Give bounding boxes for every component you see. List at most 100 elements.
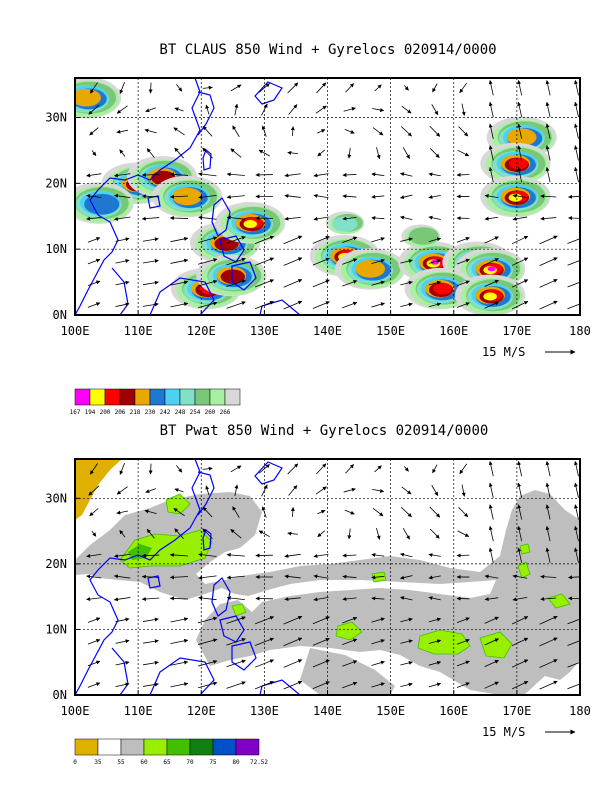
wind-vector	[143, 684, 158, 687]
wind-vector	[288, 464, 298, 474]
cloud-contour	[509, 194, 523, 202]
wind-vector	[429, 174, 441, 176]
colorbar-swatch	[165, 389, 180, 405]
wind-vector	[575, 483, 578, 498]
wind-vector	[288, 533, 298, 534]
wind-vector	[146, 489, 156, 493]
wind-vector	[90, 128, 99, 135]
wind-vector	[262, 104, 268, 115]
colorbar-swatch	[195, 389, 210, 405]
colorbar-label: 80	[232, 759, 240, 766]
wind-vector	[143, 662, 158, 665]
wind-vector	[284, 681, 302, 689]
colorbar-label: 254	[190, 409, 201, 416]
x-tick-label: 120E	[187, 704, 216, 718]
wind-vector	[88, 661, 100, 666]
wind-vector	[203, 468, 213, 469]
colorbar-label: 75	[209, 759, 217, 766]
colorbar-label: 65	[163, 759, 171, 766]
wind-vector	[88, 303, 100, 308]
wind-vector	[568, 236, 587, 243]
colorbar-swatch	[167, 739, 190, 755]
coastline-newguinea	[260, 300, 300, 315]
wind-vector	[349, 529, 350, 539]
x-tick-label: 130E	[250, 324, 279, 338]
colorbar-label: 72.52	[250, 759, 268, 766]
wind-vector	[401, 507, 411, 517]
colorbar-label: 167	[70, 409, 81, 416]
wind-vector	[175, 108, 184, 111]
wind-vector	[231, 149, 242, 158]
wind-vector	[143, 304, 158, 307]
wind-vector	[400, 554, 412, 557]
wind-vector	[568, 196, 585, 197]
wind-vector	[462, 485, 464, 497]
wind-vector	[490, 102, 493, 117]
x-tick-label: 170E	[502, 704, 531, 718]
wind-vector	[317, 510, 325, 514]
wind-vector	[343, 196, 357, 197]
wind-vector	[289, 105, 297, 115]
wind-vector	[371, 303, 384, 307]
wind-vector	[432, 485, 438, 495]
wind-vector	[430, 148, 439, 157]
wind-vector	[87, 598, 102, 600]
wind-vector	[433, 465, 438, 473]
wind-vector	[116, 662, 130, 665]
wind-vector	[292, 127, 293, 136]
wind-vector	[372, 174, 385, 176]
wind-vector	[120, 82, 124, 93]
x-tick-label: 150E	[376, 704, 405, 718]
cloud-contour	[488, 267, 496, 272]
wind-vector	[342, 302, 357, 307]
colorbar-swatch	[135, 389, 150, 405]
wind-vector	[345, 83, 353, 92]
wind-vector	[114, 597, 130, 599]
wind-vector	[343, 174, 357, 175]
x-tick-label: 100E	[61, 704, 90, 718]
wind-vector	[540, 301, 558, 309]
wind-vector	[430, 126, 440, 136]
wind-vector	[372, 555, 385, 557]
wind-vector	[513, 217, 527, 220]
wind-vector	[568, 280, 587, 287]
wind-vector	[349, 148, 350, 158]
x-tick-label: 180	[569, 324, 591, 338]
wind-vector	[373, 128, 383, 136]
cloud-contour	[409, 227, 439, 245]
wind-vector	[88, 259, 100, 264]
wind-vector	[314, 174, 329, 176]
wind-vector	[170, 619, 187, 622]
wind-vector	[117, 487, 127, 495]
colorbar-label: 230	[145, 409, 156, 416]
wind-vector	[235, 104, 237, 115]
colorbar-label: 248	[175, 409, 186, 416]
x-tick-label: 110E	[124, 704, 153, 718]
wind-vector	[459, 507, 468, 517]
wind-vector	[490, 461, 493, 476]
colorbar-label: 55	[117, 759, 125, 766]
wind-vector	[400, 173, 412, 176]
colorbar-label: 70	[186, 759, 194, 766]
wind-vector	[432, 104, 438, 114]
y-tick-label: 20N	[45, 176, 67, 190]
wind-vector	[343, 555, 357, 556]
wind-vector	[344, 108, 356, 111]
wind-vector	[575, 461, 578, 476]
y-tick-label: 10N	[45, 622, 67, 636]
wind-vector	[568, 258, 587, 265]
wind-vector	[92, 531, 96, 536]
x-tick-label: 110E	[124, 324, 153, 338]
wind-vector	[430, 507, 440, 517]
cloud-cell	[215, 202, 285, 244]
wind-vector	[314, 195, 329, 197]
pwat-dry-corner	[75, 459, 122, 520]
cloud-contour	[433, 283, 452, 294]
colorbar-label: 260	[205, 409, 216, 416]
wind-vector	[285, 174, 301, 176]
wind-vector	[490, 548, 493, 563]
wind-vector	[540, 236, 558, 244]
wind-vector	[375, 466, 382, 472]
